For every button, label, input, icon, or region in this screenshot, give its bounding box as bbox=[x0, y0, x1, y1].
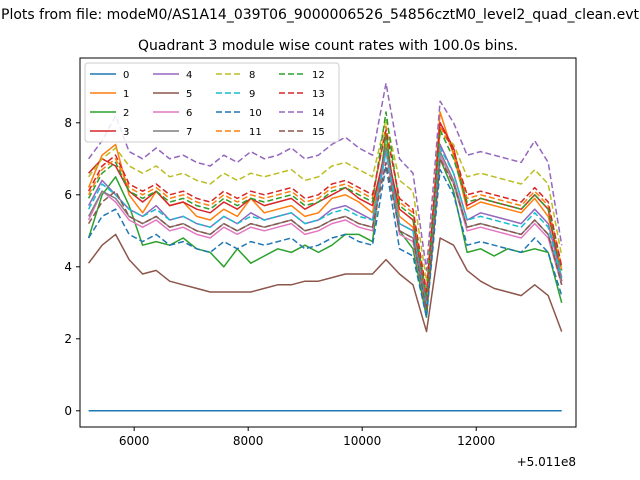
x-tick-label-12000: 12000 bbox=[457, 434, 495, 448]
series-line-15 bbox=[87, 158, 563, 311]
series-line-6 bbox=[87, 150, 563, 311]
y-tick-label-0: 0 bbox=[64, 404, 72, 418]
legend-label-8: 8 bbox=[249, 70, 255, 81]
legend-label-15: 15 bbox=[312, 127, 325, 138]
legend-label-7: 7 bbox=[186, 127, 192, 138]
x-offset-label: +5.011e8 bbox=[517, 455, 576, 469]
legend-label-12: 12 bbox=[312, 70, 325, 81]
legend-label-4: 4 bbox=[186, 70, 192, 81]
legend-label-11: 11 bbox=[249, 127, 262, 138]
legend-label-10: 10 bbox=[249, 108, 262, 119]
legend-label-0: 0 bbox=[123, 70, 129, 81]
x-tick-label-6000: 6000 bbox=[119, 434, 150, 448]
series-line-11 bbox=[87, 125, 563, 297]
legend-label-6: 6 bbox=[186, 108, 192, 119]
legend-label-5: 5 bbox=[186, 89, 192, 100]
legend-label-9: 9 bbox=[249, 89, 255, 100]
y-tick-label-4: 4 bbox=[64, 260, 72, 274]
legend-box bbox=[84, 62, 340, 143]
series-line-5 bbox=[87, 233, 563, 333]
series-line-9 bbox=[87, 147, 563, 308]
series-line-8 bbox=[87, 118, 563, 282]
series-layer bbox=[87, 82, 563, 412]
x-tick-label-10000: 10000 bbox=[343, 434, 381, 448]
series-line-14 bbox=[87, 82, 563, 272]
series-line-10 bbox=[87, 165, 563, 318]
x-tick-label-8000: 8000 bbox=[233, 434, 264, 448]
series-line-13 bbox=[87, 122, 563, 293]
series-line-12 bbox=[87, 111, 563, 297]
y-tick-label-2: 2 bbox=[64, 332, 72, 346]
legend-label-3: 3 bbox=[123, 127, 129, 138]
series-line-4 bbox=[87, 143, 563, 308]
figure-suptitle: Plots from file: modeM0/AS1A14_039T06_90… bbox=[1, 7, 639, 23]
legend-label-14: 14 bbox=[312, 108, 325, 119]
legend-label-2: 2 bbox=[123, 108, 129, 119]
plot-frame bbox=[79, 57, 577, 428]
chart-title: Quadrant 3 module wise count rates with … bbox=[138, 38, 518, 54]
legend-label-13: 13 bbox=[312, 89, 325, 100]
y-tick-label-8: 8 bbox=[64, 116, 72, 130]
y-tick-label-6: 6 bbox=[64, 188, 72, 202]
axes-layer: 6000 8000 10000 12000 0 2 4 6 8 bbox=[64, 116, 495, 448]
series-line-2 bbox=[87, 132, 563, 318]
legend-label-1: 1 bbox=[123, 89, 129, 100]
